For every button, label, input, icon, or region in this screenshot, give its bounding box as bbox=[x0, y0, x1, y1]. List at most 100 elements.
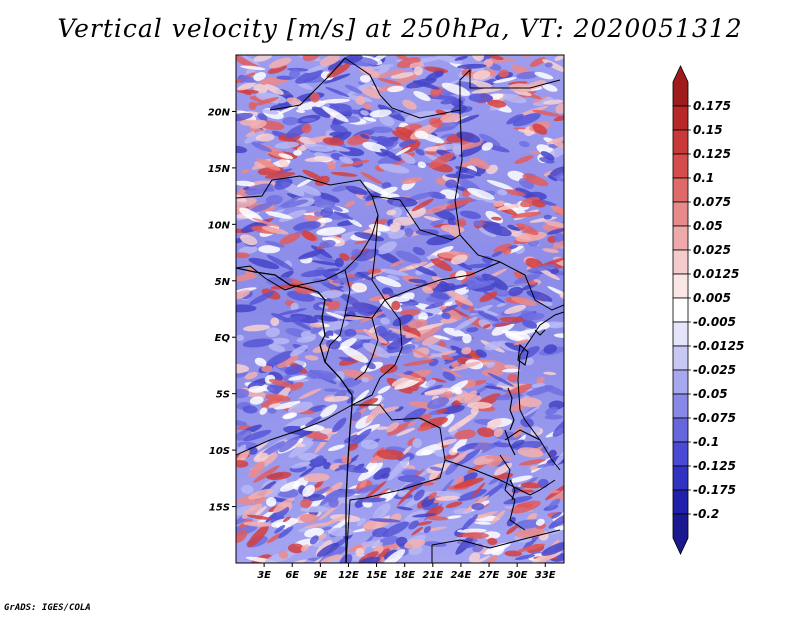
field-streak bbox=[307, 135, 333, 141]
field-streak bbox=[454, 55, 468, 61]
field-streak bbox=[502, 93, 527, 104]
field-streak bbox=[407, 421, 417, 427]
field-streak bbox=[375, 426, 390, 430]
field-streak bbox=[426, 255, 438, 260]
field-streak bbox=[300, 498, 312, 509]
field-streak bbox=[429, 466, 444, 472]
field-streak bbox=[347, 443, 359, 451]
field-streak bbox=[391, 376, 411, 387]
colorbar-label: 0.0125 bbox=[693, 267, 739, 281]
field-streak bbox=[347, 428, 372, 449]
field-streak bbox=[240, 119, 261, 126]
field-streak bbox=[400, 301, 418, 307]
field-streak bbox=[504, 550, 522, 557]
field-streak bbox=[377, 241, 397, 255]
field-streak bbox=[340, 345, 369, 363]
field-streak bbox=[436, 408, 448, 414]
field-streak bbox=[506, 525, 518, 535]
field-streak bbox=[236, 145, 248, 154]
field-streak bbox=[496, 302, 507, 307]
field-streak bbox=[306, 64, 329, 73]
field-streak bbox=[288, 375, 307, 381]
field-streak bbox=[265, 194, 283, 205]
field-streak bbox=[236, 197, 257, 210]
field-streak bbox=[518, 397, 542, 408]
field-streak bbox=[322, 106, 349, 123]
field-streak bbox=[392, 198, 402, 207]
field-streak bbox=[402, 99, 417, 110]
colorbar-label: 0.05 bbox=[693, 219, 723, 233]
field-streak bbox=[451, 452, 468, 464]
field-streak bbox=[376, 449, 405, 460]
field-streak bbox=[236, 273, 258, 282]
field-streak bbox=[304, 156, 332, 162]
field-streak bbox=[408, 520, 419, 530]
field-streak bbox=[459, 210, 482, 219]
field-streak bbox=[470, 482, 486, 499]
field-streak bbox=[516, 223, 539, 236]
field-streak bbox=[306, 370, 337, 380]
field-streak bbox=[244, 183, 274, 196]
field-streak bbox=[423, 526, 431, 534]
field-streak bbox=[548, 498, 561, 509]
field-streak bbox=[406, 207, 426, 218]
field-streak bbox=[355, 484, 379, 495]
field-streak bbox=[426, 397, 450, 409]
field-streak bbox=[289, 68, 301, 79]
field-streak bbox=[279, 232, 301, 245]
field-streak bbox=[456, 356, 468, 365]
field-streak bbox=[435, 55, 463, 64]
lon-label: 24E bbox=[451, 570, 472, 581]
field-streak bbox=[365, 403, 384, 424]
field-streak bbox=[290, 382, 304, 391]
field-streak bbox=[316, 226, 346, 236]
field-streak bbox=[513, 273, 542, 285]
field-streak bbox=[273, 497, 295, 513]
field-streak bbox=[237, 82, 256, 91]
map-title: Vertical velocity [m/s] at 250hPa, VT: 2… bbox=[57, 14, 743, 43]
field-streak bbox=[507, 373, 518, 383]
field-streak bbox=[386, 334, 414, 350]
field-streak bbox=[340, 160, 370, 167]
field-streak bbox=[320, 207, 334, 218]
field-streak bbox=[473, 220, 484, 227]
colorbar-box bbox=[672, 273, 689, 299]
field-streak bbox=[320, 98, 351, 104]
field-streak bbox=[506, 516, 516, 527]
field-streak bbox=[299, 513, 319, 523]
field-streak bbox=[555, 103, 564, 114]
field-streak bbox=[484, 221, 501, 226]
field-streak bbox=[344, 434, 360, 444]
field-streak bbox=[517, 447, 544, 458]
field-streak bbox=[248, 488, 274, 500]
field-streak bbox=[424, 387, 453, 394]
field-streak bbox=[369, 109, 392, 118]
field-streak bbox=[379, 186, 398, 195]
field-streak bbox=[401, 177, 423, 184]
field-streak bbox=[493, 200, 505, 207]
field-streak bbox=[447, 217, 457, 226]
field-streak bbox=[455, 166, 482, 177]
field-streak bbox=[241, 503, 263, 519]
field-streak bbox=[296, 109, 306, 113]
field-streak bbox=[267, 471, 292, 481]
field-streak bbox=[268, 57, 292, 69]
field-streak bbox=[253, 55, 273, 62]
field-streak bbox=[554, 55, 564, 61]
field-streak bbox=[243, 429, 272, 442]
field-streak bbox=[352, 389, 370, 406]
field-streak bbox=[338, 156, 354, 165]
field-streak bbox=[363, 103, 372, 110]
field-streak bbox=[236, 529, 248, 544]
field-streak bbox=[407, 437, 416, 446]
field-streak bbox=[441, 82, 471, 96]
field-streak bbox=[268, 403, 281, 408]
field-streak bbox=[274, 141, 300, 149]
field-streak bbox=[244, 131, 265, 144]
field-streak bbox=[428, 492, 437, 500]
field-streak bbox=[398, 343, 416, 354]
field-streak bbox=[360, 171, 383, 185]
field-streak bbox=[355, 249, 380, 262]
field-streak bbox=[339, 253, 350, 261]
colorbar-box bbox=[672, 417, 689, 443]
